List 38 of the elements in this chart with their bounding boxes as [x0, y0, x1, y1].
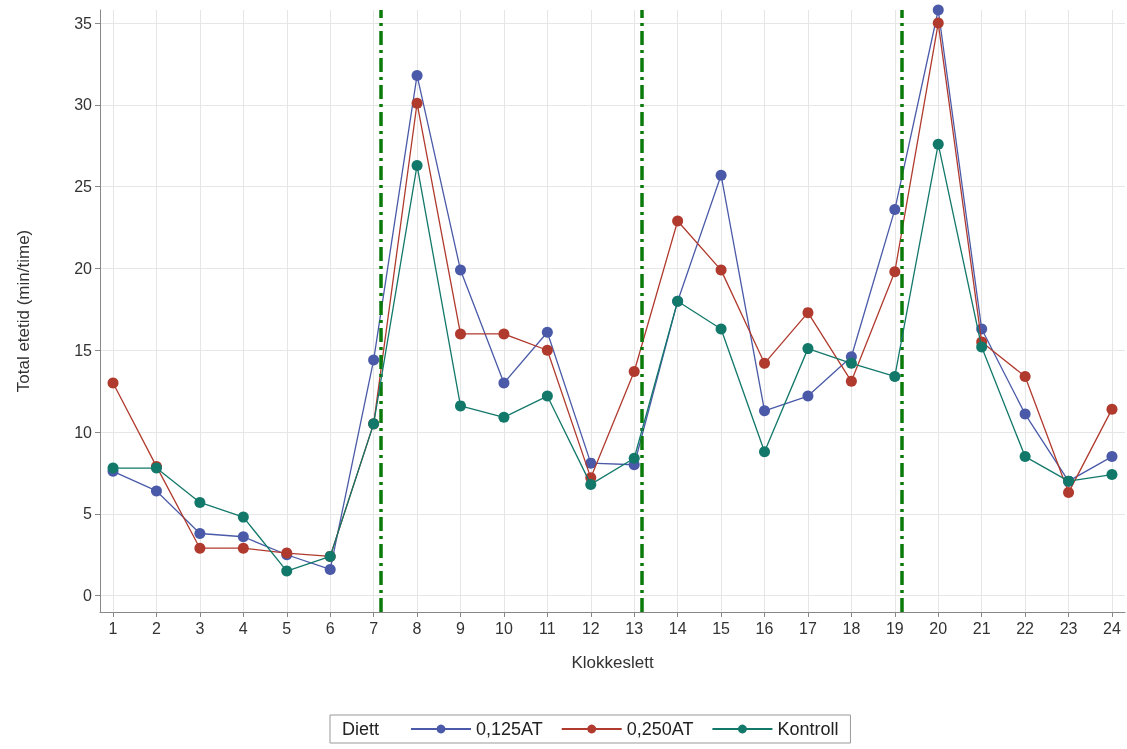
x-tick-label: 18: [842, 619, 861, 637]
x-tick-label: 14: [668, 619, 687, 637]
x-tick-label: 10: [495, 619, 513, 637]
y-tick-label: 35: [74, 14, 93, 32]
x-tick-label: 23: [1059, 619, 1078, 637]
legend-label: Kontroll: [777, 719, 839, 739]
x-tick-label: 12: [581, 619, 600, 637]
y-tick-label: 5: [83, 505, 93, 523]
x-tick-label: 19: [885, 619, 904, 637]
x-tick-label: 7: [369, 619, 379, 637]
x-tick-label: 4: [238, 619, 248, 637]
x-tick-label: 9: [456, 619, 466, 637]
x-tick-label: 2: [152, 619, 162, 637]
y-tick-label: 30: [74, 96, 93, 114]
y-tick-label: 10: [74, 423, 93, 441]
x-tick-label: 17: [799, 619, 817, 637]
y-tick-label: 25: [74, 178, 93, 196]
y-tick-label: 0: [83, 587, 93, 605]
x-tick-label: 22: [1016, 619, 1035, 637]
y-axis-title: Total etetid (min/time): [14, 229, 33, 393]
x-tick-label: 20: [929, 619, 948, 637]
x-tick-label: 5: [282, 619, 292, 637]
x-tick-label: 8: [412, 619, 422, 637]
x-tick-label: 16: [755, 619, 774, 637]
x-tick-label: 15: [712, 619, 731, 637]
x-axis-title: Klokkeslett: [571, 653, 654, 672]
x-tick-label: 6: [325, 619, 335, 637]
legend-label: 0,125AT: [476, 719, 543, 739]
y-tick-label: 15: [74, 341, 93, 359]
x-tick-label: 21: [972, 619, 991, 637]
y-tick-label: 20: [74, 259, 93, 277]
legend-title: Diett: [342, 719, 380, 739]
x-tick-label: 13: [625, 619, 644, 637]
legend-label: 0,250AT: [626, 719, 694, 739]
x-tick-label: 3: [195, 619, 205, 637]
x-tick-label: 11: [539, 619, 556, 637]
x-tick-label: 24: [1103, 619, 1121, 637]
x-tick-label: 1: [108, 619, 118, 637]
